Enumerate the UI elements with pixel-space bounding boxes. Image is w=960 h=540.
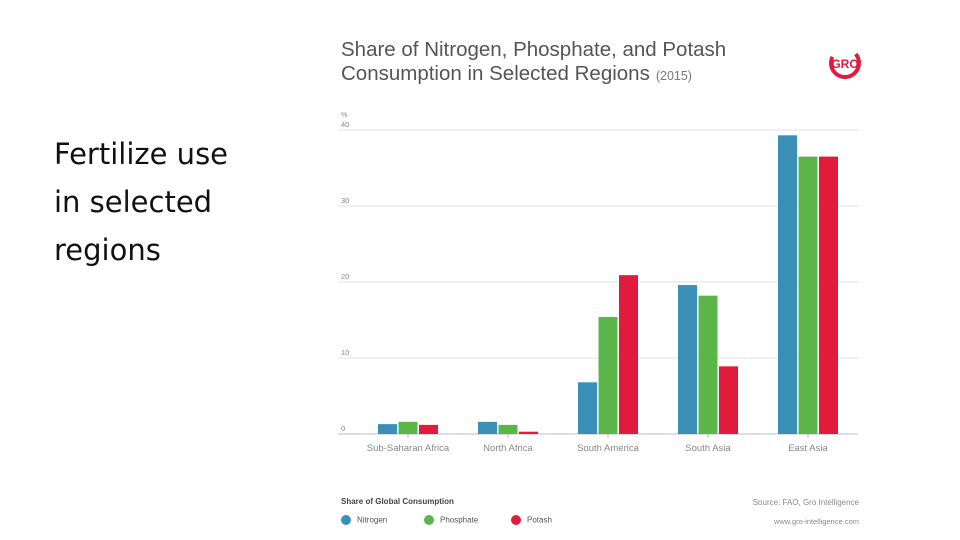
bar-potash-1 xyxy=(519,431,538,434)
bar-potash-0 xyxy=(419,424,438,434)
legend-dot-potash xyxy=(511,515,521,525)
source-note: Source: FAO, Gro Intelligence xyxy=(752,498,859,507)
gro-logo-icon: GRO xyxy=(829,47,861,79)
y-tick-label: 20 xyxy=(341,272,349,281)
legend-dot-phosphate xyxy=(424,515,434,525)
chart-title-year: (2015) xyxy=(655,69,692,83)
legend-dot-nitrogen xyxy=(341,515,351,525)
x-tick-label: South Asia xyxy=(685,443,731,454)
chart-title-line-2-text: Consumption in Selected Regions xyxy=(341,62,650,85)
source-url: www.gro-intelligence.com xyxy=(773,517,859,526)
chart-title: Share of Nitrogen, Phosphate, and Potash… xyxy=(341,38,726,88)
slide-text-line-1: Fertilize use xyxy=(54,137,229,171)
bar-potash-3 xyxy=(719,366,738,434)
gro-logo-text: GRO xyxy=(831,57,858,71)
chart-bars xyxy=(378,135,838,434)
slide-text-line-2: in selected xyxy=(54,185,213,219)
bar-phosphate-2 xyxy=(598,316,618,434)
x-tick-label: East Asia xyxy=(788,443,828,454)
y-tick-label: 40 xyxy=(341,120,349,129)
bar-phosphate-3 xyxy=(698,295,718,434)
bar-nitrogen-1 xyxy=(478,421,497,434)
chart-y-label: % xyxy=(341,112,347,119)
legend-title: Share of Global Consumption xyxy=(341,497,454,506)
chart-title-line-1: Share of Nitrogen, Phosphate, and Potash xyxy=(341,38,727,61)
legend-label-phosphate: Phosphate xyxy=(440,515,479,525)
x-tick-label: North Africa xyxy=(483,443,533,454)
y-tick-label: 10 xyxy=(341,348,349,357)
slide-text-line-3: regions xyxy=(54,233,161,267)
legend-label-potash: Potash xyxy=(527,515,552,525)
y-tick-label: 30 xyxy=(341,196,349,205)
bar-phosphate-4 xyxy=(798,156,818,434)
x-tick-label: Sub-Saharan Africa xyxy=(367,443,450,454)
chart-title-line-2: Consumption in Selected Regions (2015) xyxy=(341,62,726,88)
bar-nitrogen-4 xyxy=(778,135,797,434)
legend-item-nitrogen: Nitrogen xyxy=(341,515,387,525)
bar-nitrogen-2 xyxy=(578,382,597,434)
legend-item-phosphate: Phosphate xyxy=(424,515,478,525)
slide-text-block: Fertilize use in selected regions xyxy=(54,130,274,274)
bar-nitrogen-0 xyxy=(378,424,397,434)
bar-potash-4 xyxy=(819,156,838,434)
bar-phosphate-0 xyxy=(398,421,418,434)
bar-potash-2 xyxy=(619,275,638,434)
bar-nitrogen-3 xyxy=(678,285,697,434)
chart-y-ticks: 0 10 20 30 40 xyxy=(341,120,349,433)
bar-phosphate-1 xyxy=(498,424,518,434)
legend-label-nitrogen: Nitrogen xyxy=(357,515,388,525)
chart-x-ticks: Sub-Saharan Africa North Africa South Amer… xyxy=(367,434,829,454)
x-tick-label: South America xyxy=(577,443,639,454)
legend-item-potash: Potash xyxy=(511,515,552,525)
y-tick-label: 0 xyxy=(341,424,345,433)
